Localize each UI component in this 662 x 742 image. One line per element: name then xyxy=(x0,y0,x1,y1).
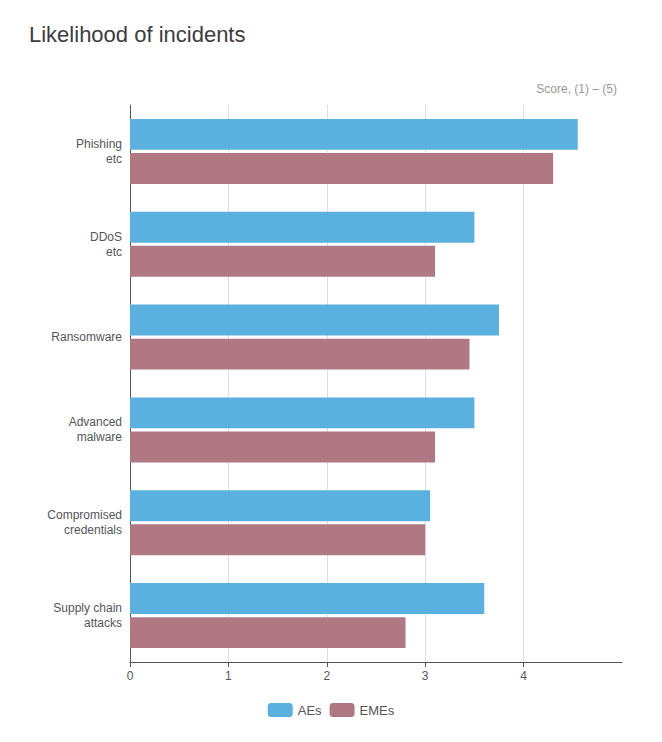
svg-text:Likelihood of incidents: Likelihood of incidents xyxy=(29,22,245,47)
svg-text:credentials: credentials xyxy=(64,523,122,537)
svg-text:etc: etc xyxy=(106,245,122,259)
svg-text:DDoS: DDoS xyxy=(90,230,122,244)
svg-text:Supply chain: Supply chain xyxy=(53,601,122,615)
svg-text:2: 2 xyxy=(323,669,330,683)
svg-text:malware: malware xyxy=(77,430,123,444)
svg-text:4: 4 xyxy=(520,669,527,683)
svg-text:0: 0 xyxy=(127,669,134,683)
svg-text:Score, (1) – (5): Score, (1) – (5) xyxy=(536,82,617,96)
svg-text:Ransomware: Ransomware xyxy=(51,330,122,344)
svg-text:Phishing: Phishing xyxy=(76,137,122,151)
svg-text:Compromised: Compromised xyxy=(47,508,122,522)
svg-text:EMEs: EMEs xyxy=(360,703,395,718)
svg-text:1: 1 xyxy=(225,669,232,683)
svg-text:AEs: AEs xyxy=(298,703,322,718)
svg-text:etc: etc xyxy=(106,152,122,166)
svg-text:3: 3 xyxy=(422,669,429,683)
svg-text:attacks: attacks xyxy=(84,616,122,630)
svg-text:Advanced: Advanced xyxy=(69,415,122,429)
